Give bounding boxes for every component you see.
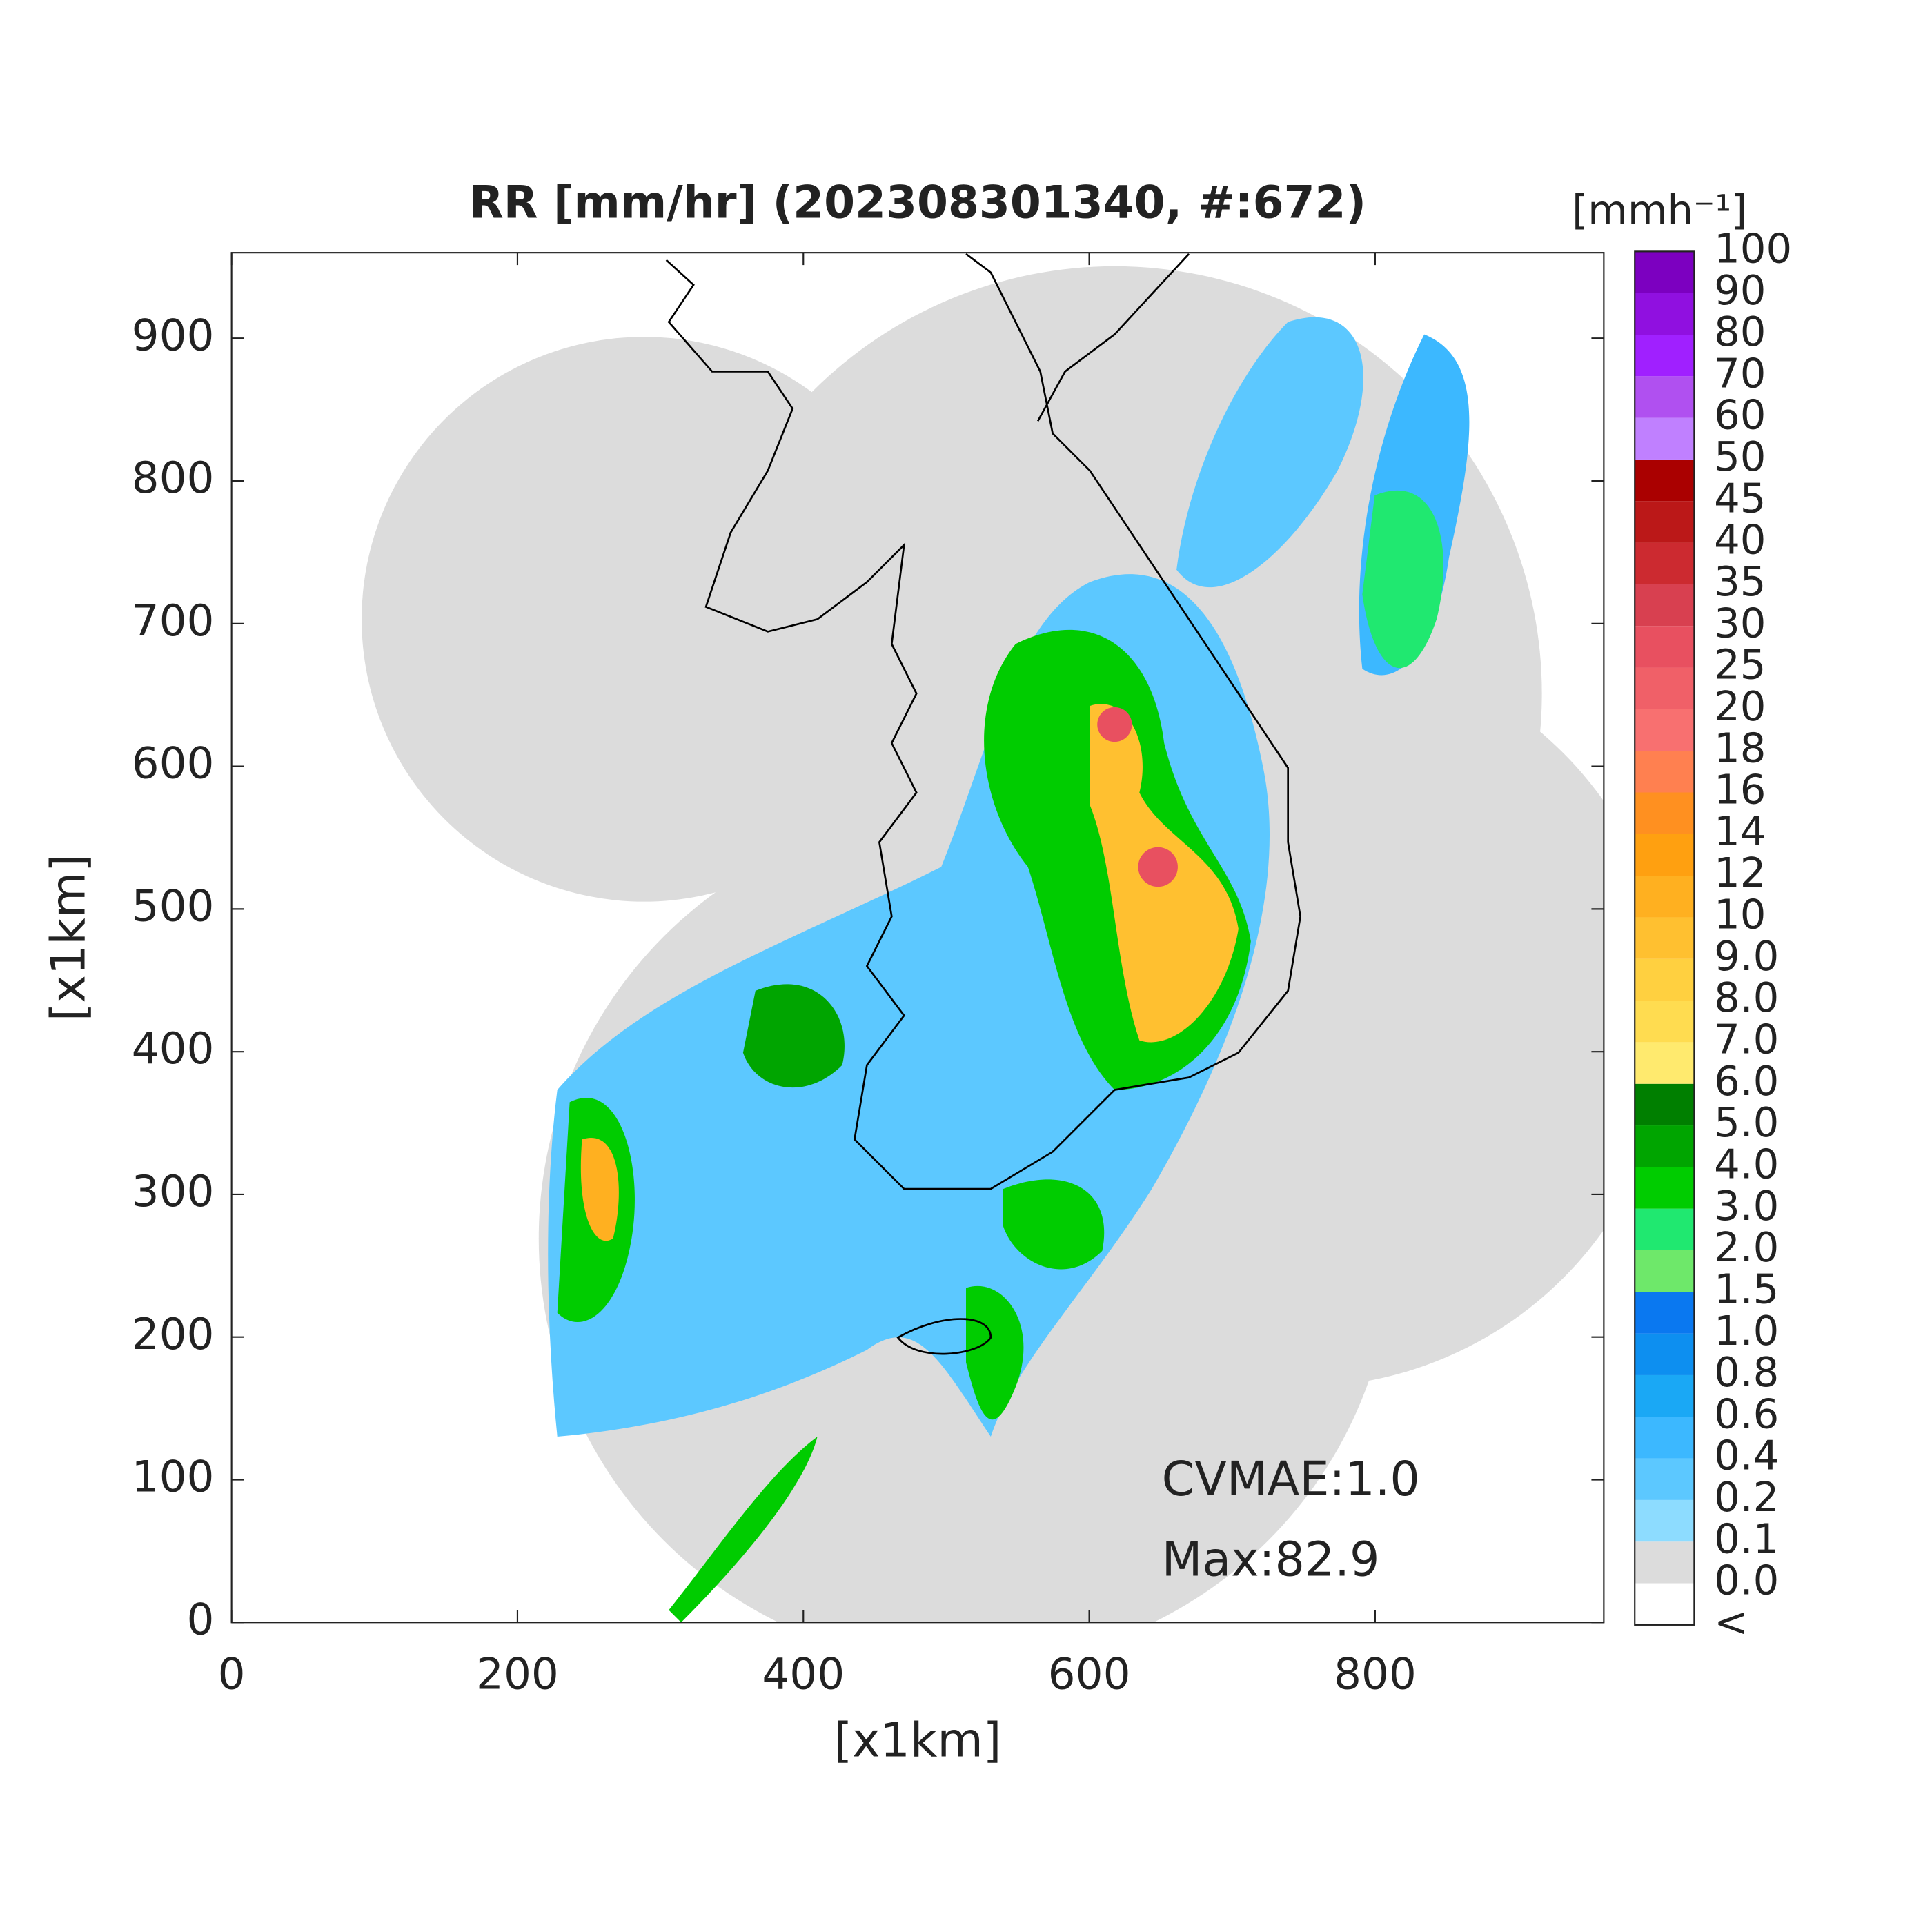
chart-title: RR [mm/hr] (202308301340, #:672) [469, 177, 1366, 229]
colorbar-segment [1635, 459, 1695, 502]
colorbar-segment [1635, 1458, 1695, 1500]
colorbar-label: 8.0 [1714, 974, 1779, 1021]
colorbar-segment [1635, 376, 1695, 418]
colorbar-segment [1635, 1374, 1695, 1417]
colorbar-label: 0.2 [1714, 1473, 1779, 1521]
colorbar-title: [mmh⁻¹] [1572, 186, 1747, 234]
colorbar-label: 1.5 [1714, 1265, 1779, 1312]
colorbar-label: 70 [1714, 349, 1766, 397]
colorbar-segment [1635, 1583, 1695, 1625]
colorbar-segment [1635, 1208, 1695, 1251]
colorbar-label: 45 [1714, 474, 1766, 522]
colorbar-label: 60 [1714, 391, 1766, 439]
colorbar-label: 5.0 [1714, 1098, 1779, 1146]
y-tick-label: 300 [132, 1166, 215, 1216]
y-tick-label: 100 [132, 1452, 215, 1502]
colorbar-segment [1635, 792, 1695, 834]
colorbar-segment [1635, 917, 1695, 959]
colorbar-label: 0.1 [1714, 1515, 1779, 1562]
colorbar-label: 30 [1714, 599, 1766, 647]
colorbar-segment [1635, 1292, 1695, 1334]
colorbar-label: 14 [1714, 807, 1766, 855]
colorbar-segment [1635, 417, 1695, 460]
colorbar-label: 100 [1714, 224, 1792, 272]
colorbar-segment [1635, 876, 1695, 918]
colorbar-segment [1635, 501, 1695, 543]
y-tick-label: 400 [132, 1023, 215, 1074]
colorbar-label: 2.0 [1714, 1223, 1779, 1271]
y-tick-label: 0 [187, 1594, 215, 1644]
y-tick-label: 500 [132, 880, 215, 931]
colorbar-segment [1635, 1042, 1695, 1084]
colorbar-label: 40 [1714, 516, 1766, 564]
x-tick-label: 400 [762, 1648, 845, 1699]
colorbar-segment [1635, 1083, 1695, 1126]
colorbar-label: 6.0 [1714, 1057, 1779, 1105]
colorbar-label: 1.0 [1714, 1307, 1779, 1354]
colorbar-segment [1635, 293, 1695, 335]
colorbar-label: < [1714, 1598, 1748, 1646]
y-tick-label: 900 [132, 310, 215, 360]
colorbar-segment [1635, 542, 1695, 584]
coastline [665, 253, 1301, 1355]
colorbar-label: 18 [1714, 724, 1766, 771]
precip-blobs [548, 317, 1470, 1623]
colorbar-segment [1635, 709, 1695, 751]
colorbar-segment [1635, 251, 1695, 293]
colorbar-label: 12 [1714, 849, 1766, 896]
y-tick-label: 800 [132, 453, 215, 503]
colorbar-label: 0.0 [1714, 1557, 1779, 1604]
colorbar-segment [1635, 834, 1695, 876]
colorbar-segment [1635, 751, 1695, 793]
colorbar-label: 20 [1714, 682, 1766, 730]
colorbar-segment [1635, 1250, 1695, 1292]
colorbar-label: 16 [1714, 766, 1766, 814]
colorbar-segment [1635, 334, 1695, 377]
colorbar-segment [1635, 958, 1695, 1001]
annotation: CVMAE:1.0 [1162, 1452, 1420, 1507]
x-tick-label: 600 [1048, 1648, 1131, 1699]
y-tick-label: 200 [132, 1309, 215, 1359]
colorbar-label: 7.0 [1714, 1016, 1779, 1063]
x-tick-label: 0 [218, 1648, 246, 1699]
colorbar-label: 90 [1714, 266, 1766, 314]
x-tick-label: 200 [476, 1648, 559, 1699]
x-axis-label: [x1km] [834, 1714, 1002, 1768]
colorbar-segment [1635, 1417, 1695, 1459]
colorbar-label: 3.0 [1714, 1182, 1779, 1230]
y-tick-label: 700 [132, 595, 215, 646]
colorbar-segment [1635, 1541, 1695, 1584]
colorbar-label: 80 [1714, 308, 1766, 355]
colorbar-label: 35 [1714, 558, 1766, 605]
colorbar-label: 0.6 [1714, 1390, 1779, 1437]
colorbar-frame [1634, 250, 1695, 1626]
colorbar-segment [1635, 1000, 1695, 1043]
radar-field [362, 253, 1604, 1623]
annotation: Max:82.9 [1162, 1533, 1380, 1588]
colorbar-label: 0.8 [1714, 1348, 1779, 1396]
colorbar-segment [1635, 667, 1695, 709]
colorbar-segment [1635, 1333, 1695, 1375]
colorbar-label: 25 [1714, 641, 1766, 689]
colorbar-segment [1635, 1167, 1695, 1209]
y-tick-label: 600 [132, 738, 215, 789]
x-tick-label: 800 [1334, 1648, 1417, 1699]
colorbar-segment [1635, 1125, 1695, 1167]
axes-box [230, 252, 1605, 1624]
colorbar-label: 10 [1714, 891, 1766, 938]
colorbar-segment [1635, 626, 1695, 668]
colorbar-label: 9.0 [1714, 932, 1779, 980]
colorbar-label: 50 [1714, 433, 1766, 480]
colorbar-label: 4.0 [1714, 1140, 1779, 1187]
colorbar-segment [1635, 1499, 1695, 1542]
colorbar-segment [1635, 584, 1695, 627]
y-axis-label: [x1km] [42, 854, 97, 1021]
colorbar-label: 0.4 [1714, 1432, 1779, 1479]
